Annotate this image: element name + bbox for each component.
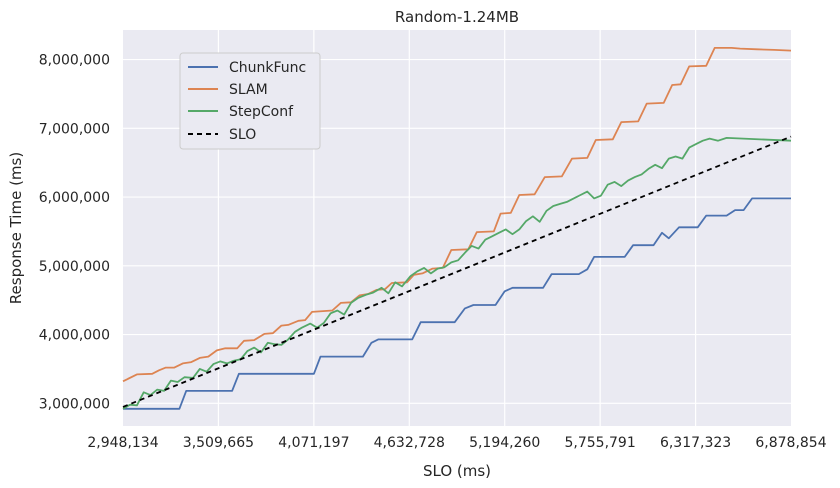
legend-label-slam: SLAM (229, 82, 268, 98)
series-line-slo (122, 135, 792, 408)
legend-box (179, 52, 321, 150)
chart-title: Random-1.24MB (395, 8, 519, 26)
y-axis-label: Response Time (ms) (7, 152, 25, 304)
legend-label-stepconf: StepConf (229, 104, 294, 120)
x-tick-labels: 2,948,134 3,509,665 4,071,197 4,632,728 5,19… (87, 435, 826, 451)
x-axis-label: SLO (ms) (423, 462, 491, 480)
x-tick-label: 5,755,791 (565, 435, 636, 451)
series-line-stepconf (122, 136, 792, 410)
x-tick-label: 4,632,728 (374, 435, 445, 451)
y-tick-label: 3,000,000 (39, 396, 110, 412)
x-tick-label: 6,878,854 (755, 435, 826, 451)
x-tick-label: 5,194,260 (469, 435, 540, 451)
y-tick-label: 4,000,000 (39, 328, 110, 344)
y-tick-label: 8,000,000 (39, 53, 110, 69)
legend-label-slo: SLO (229, 127, 256, 143)
series-line-chunkfunc (123, 197, 791, 410)
legend-label-chunkfunc: ChunkFunc (229, 60, 306, 76)
series-lines (122, 47, 792, 410)
x-tick-label: 2,948,134 (87, 435, 158, 451)
y-tick-label: 6,000,000 (39, 190, 110, 206)
y-tick-labels: 3,000,000 4,000,000 5,000,000 6,000,000 7,00… (39, 53, 110, 413)
y-tick-label: 5,000,000 (39, 259, 110, 275)
x-tick-label: 3,509,665 (183, 435, 254, 451)
x-tick-label: 4,071,197 (278, 435, 349, 451)
x-tick-label: 6,317,323 (660, 435, 731, 451)
y-tick-label: 7,000,000 (39, 121, 110, 137)
legend: ChunkFunc SLAM StepConf SLO (179, 52, 321, 150)
grid-lines (123, 30, 791, 426)
